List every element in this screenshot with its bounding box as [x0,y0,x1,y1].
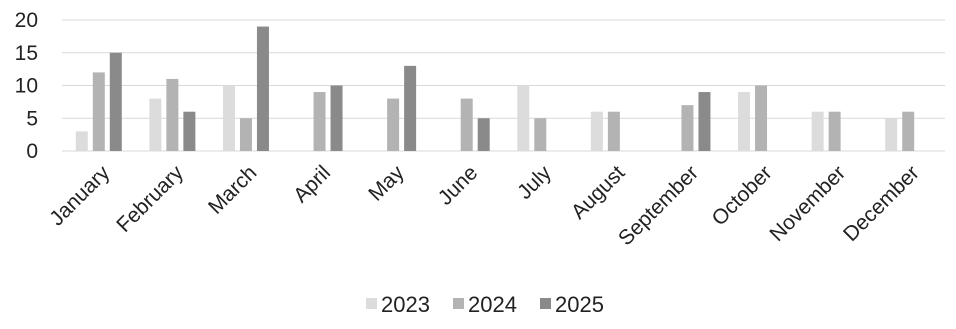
bar-2023-november [811,111,824,151]
bar-2025-january [109,52,122,151]
gridlines [62,19,945,152]
legend-label: 2024 [468,292,517,317]
legend: 2023 2024 2025 [366,292,604,317]
legend-item-2025: 2025 [540,292,604,317]
legend-swatch [453,298,464,309]
bar-2024-october [755,85,768,151]
bar-2024-may [387,98,400,151]
legend-label: 2023 [381,292,430,317]
bar-2025-june [477,118,490,151]
bar-2023-december [885,118,898,151]
bar-2024-july [534,118,547,151]
bar-2024-june [460,98,473,151]
legend-swatch [540,298,551,309]
x-category-label: July [513,161,556,204]
x-category-label: January [45,161,114,230]
y-tick-label: 0 [26,140,38,163]
x-category-label: April [289,161,335,207]
legend-item-2023: 2023 [366,292,430,317]
bar-2024-april [313,92,326,151]
y-axis-ticks: 0 5 10 15 20 [15,9,38,163]
bar-2024-august [607,111,620,151]
bar-2025-april [330,85,343,151]
bar-2024-september [681,105,694,151]
bar-2025-february [183,111,196,151]
y-tick-label: 15 [15,42,38,65]
bar-2023-october [738,92,751,151]
bar-2023-july [517,85,530,151]
legend-swatch [366,298,377,309]
x-category-label: September [614,161,703,250]
bar-2024-february [166,78,179,151]
bar-2024-march [239,118,252,151]
bar-2024-december [902,111,915,151]
x-category-label: February [112,161,188,237]
x-category-label: May [364,161,409,206]
bar-2023-february [149,98,162,151]
y-tick-label: 20 [15,9,38,32]
x-category-label: October [707,161,776,230]
x-category-label: March [204,161,262,219]
bar-2023-january [75,131,88,151]
bars [75,26,915,151]
bar-2023-august [590,111,603,151]
legend-item-2024: 2024 [453,292,517,317]
x-category-label: December [839,161,924,246]
bar-2024-november [828,111,841,151]
x-category-label: June [434,161,482,209]
bar-2025-september [698,92,711,151]
bar-2023-march [222,85,235,151]
bar-2025-may [404,65,417,151]
bar-2025-march [256,26,269,151]
y-tick-label: 10 [15,75,38,98]
bar-2024-january [92,72,105,151]
y-tick-label: 5 [26,107,38,130]
x-category-label: November [765,161,850,246]
x-category-label: August [567,161,630,224]
legend-label: 2025 [555,292,604,317]
